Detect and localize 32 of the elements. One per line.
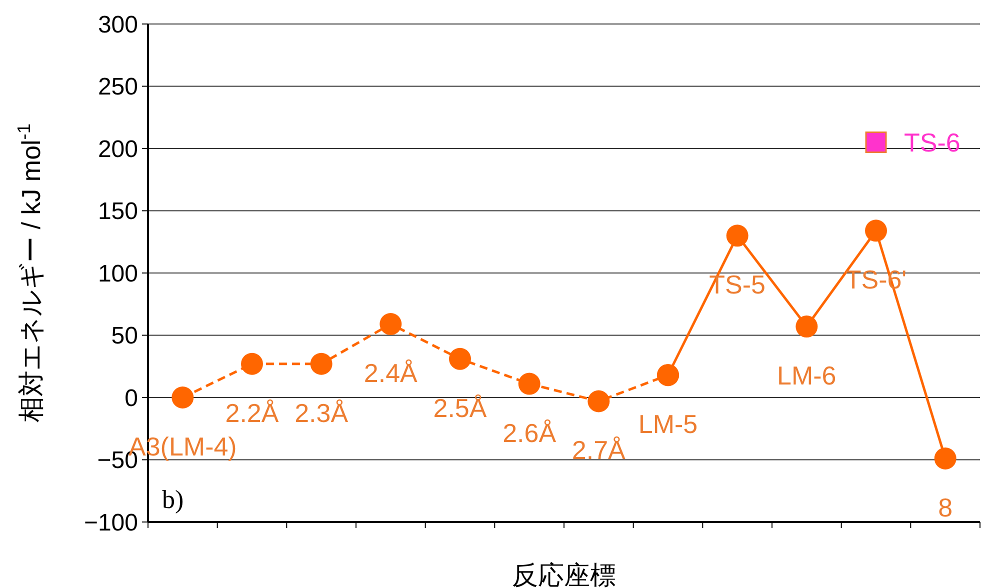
y-tick-label: 300 <box>98 11 138 38</box>
annotation: 8 <box>938 492 953 523</box>
annotation: b) <box>162 485 184 514</box>
point <box>865 132 887 154</box>
y-tick-label: −100 <box>84 509 138 536</box>
point <box>726 224 748 247</box>
y-tick-label: 0 <box>124 384 138 412</box>
point <box>241 352 263 375</box>
point <box>588 390 610 412</box>
x-axis-title: 反応座標 <box>512 560 616 588</box>
y-tick-label: 50 <box>111 322 138 350</box>
point <box>172 386 194 408</box>
y-tick-label: 150 <box>98 198 138 226</box>
annotation: 2.7Å <box>572 435 626 466</box>
annotation: LM-5 <box>638 409 698 440</box>
y-tick-label: 100 <box>98 260 138 288</box>
point <box>796 316 818 338</box>
point <box>657 364 679 386</box>
y-tick-label: 200 <box>98 136 138 163</box>
point <box>380 313 402 336</box>
y-tick-label: 250 <box>98 74 138 101</box>
annotation: 2.5Å <box>433 392 488 423</box>
point <box>449 348 471 370</box>
point <box>518 372 540 395</box>
point <box>310 352 332 375</box>
annotation: 2.3Å <box>294 398 349 428</box>
annotation: LM-6 <box>777 360 836 391</box>
annotation: 2.2Å <box>225 398 280 428</box>
point <box>865 220 887 242</box>
point <box>934 448 956 470</box>
annotation: 2.4Å <box>364 358 418 388</box>
annotation: 2.6Å <box>502 418 557 448</box>
